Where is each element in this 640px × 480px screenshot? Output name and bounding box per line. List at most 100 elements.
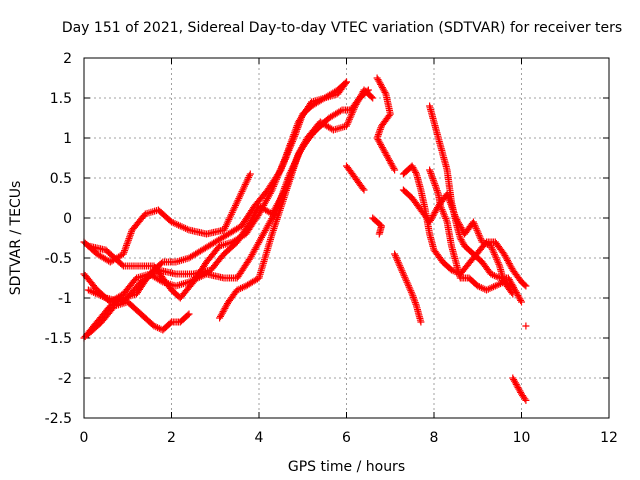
y-tick-label: -2 — [58, 371, 72, 387]
data-point — [347, 112, 355, 120]
data-point — [488, 245, 496, 253]
data-point — [411, 297, 419, 305]
data-point — [379, 121, 387, 128]
data-point — [393, 255, 401, 263]
data-point — [248, 215, 256, 223]
data-point — [522, 282, 530, 290]
series-arc-1 — [80, 170, 254, 266]
data-point — [430, 210, 438, 218]
axis-ticks: 0 2 4 6 8 10 12 -2.5 -2 -1.5 -1 -0.5 0 0.5 1 1.5 2 — [45, 51, 618, 446]
data-point — [376, 125, 384, 133]
data-point — [426, 166, 434, 174]
data-point — [515, 293, 523, 301]
data-point — [250, 212, 258, 220]
data-point — [381, 88, 389, 96]
data-point — [88, 288, 96, 296]
data-point — [351, 104, 358, 112]
data-point — [395, 260, 403, 268]
data-point — [376, 79, 384, 87]
data-point — [243, 177, 251, 185]
data-point — [402, 275, 410, 283]
data-point — [428, 173, 436, 181]
data-point — [428, 213, 436, 221]
data-point — [238, 284, 246, 292]
data-point — [379, 145, 387, 153]
data-point — [399, 270, 407, 278]
data-point — [443, 190, 451, 198]
data-point — [407, 288, 415, 296]
data-point — [456, 234, 464, 242]
data-point — [434, 188, 442, 196]
data-point — [509, 290, 517, 298]
series-arc-10 — [369, 214, 385, 238]
data-point — [518, 298, 525, 306]
data-point — [522, 396, 530, 404]
data-point — [222, 223, 230, 230]
data-point — [357, 91, 365, 99]
data-point — [152, 323, 160, 331]
data-point — [346, 114, 354, 122]
data-point — [385, 156, 393, 164]
data-point — [180, 224, 188, 232]
data-point — [521, 395, 529, 403]
data-point — [238, 188, 246, 195]
data-point — [345, 115, 353, 123]
data-point — [343, 122, 350, 130]
series-arc-9 — [373, 74, 399, 174]
data-point — [169, 219, 177, 227]
grid-layer — [84, 58, 609, 418]
x-tick-label: 10 — [513, 430, 531, 446]
data-point — [511, 379, 519, 387]
data-point — [401, 273, 409, 281]
data-point — [491, 282, 499, 290]
data-point — [273, 175, 280, 183]
data-point — [487, 270, 495, 278]
series-arc-11 — [391, 250, 425, 326]
data-point — [391, 250, 399, 258]
data-point — [488, 244, 496, 252]
data-point — [472, 223, 480, 231]
data-point — [403, 278, 411, 286]
data-point — [516, 387, 524, 395]
data-point — [407, 287, 415, 295]
data-point — [391, 166, 399, 174]
data-point — [229, 207, 237, 215]
data-point — [348, 109, 356, 117]
y-tick-label: 2 — [63, 51, 72, 67]
data-point — [227, 212, 235, 220]
data-point — [232, 202, 239, 209]
plot-frame — [83, 57, 610, 419]
data-point — [299, 142, 307, 150]
data-point — [471, 221, 479, 229]
data-point — [410, 165, 418, 173]
data-point — [341, 79, 349, 87]
data-point — [448, 204, 456, 212]
data-point — [399, 268, 407, 276]
data-point — [490, 249, 498, 257]
data-point — [512, 380, 520, 388]
data-point — [389, 163, 397, 171]
data-point — [452, 214, 460, 222]
data-point — [375, 230, 383, 238]
data-point — [459, 239, 467, 247]
data-point — [438, 206, 446, 214]
data-point — [441, 213, 449, 221]
data-point — [295, 148, 303, 156]
data-point — [220, 226, 228, 234]
data-point — [382, 150, 390, 158]
data-point — [469, 218, 477, 226]
data-point — [379, 85, 387, 93]
x-tick-label: 6 — [342, 430, 351, 446]
data-point — [368, 93, 375, 101]
data-point — [501, 252, 509, 260]
y-tick-label: -1.5 — [45, 331, 72, 347]
data-points — [80, 74, 530, 404]
data-point — [241, 182, 248, 190]
data-point — [236, 191, 244, 199]
data-point — [427, 215, 435, 223]
data-point — [246, 170, 254, 178]
data-point — [217, 311, 225, 319]
data-point — [417, 318, 425, 326]
data-point — [294, 150, 302, 158]
data-point — [487, 242, 495, 250]
